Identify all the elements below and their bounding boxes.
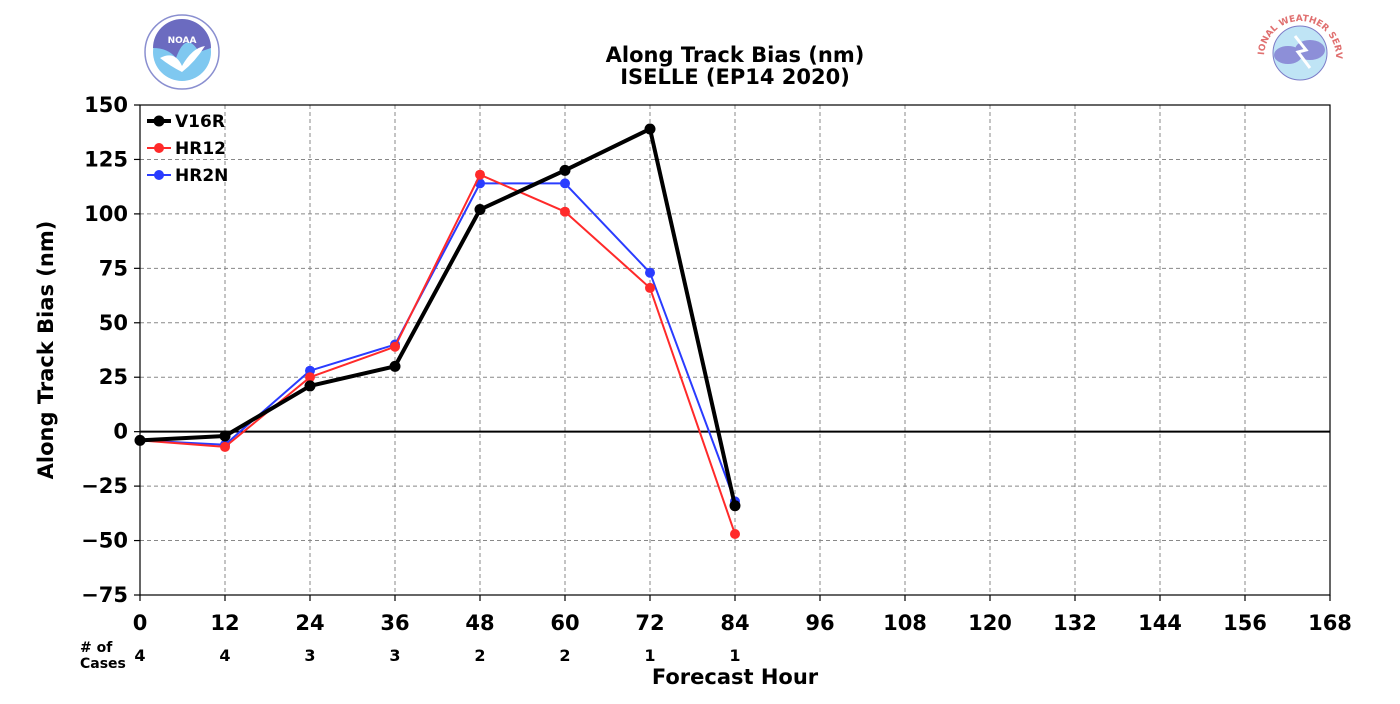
- y-tick-label: 25: [99, 365, 128, 389]
- series-point-hr2n: [645, 267, 655, 278]
- series-point-hr12: [390, 341, 400, 352]
- x-tick-label: 132: [1053, 611, 1097, 635]
- chart-subtitle: ISELLE (EP14 2020): [620, 65, 850, 89]
- series-point-hr12: [560, 206, 570, 217]
- cases-header-label: Cases: [80, 656, 126, 672]
- series-point-v16r: [219, 430, 231, 442]
- series-point-v16r: [559, 164, 571, 176]
- cases-header-label: # of: [80, 640, 113, 656]
- series-point-v16r: [644, 123, 656, 135]
- legend-label: HR12: [175, 139, 226, 159]
- x-tick-label: 156: [1223, 611, 1267, 635]
- series-hr2n: [135, 178, 740, 507]
- x-axis-label: Forecast Hour: [652, 665, 819, 689]
- cases-count: 4: [219, 646, 230, 665]
- y-tick-label: −75: [81, 583, 128, 607]
- x-tick-label: 168: [1308, 611, 1352, 635]
- grid-layer: [140, 105, 1330, 595]
- cases-count: 3: [389, 646, 400, 665]
- cases-count: 1: [729, 646, 740, 665]
- series-hr12: [135, 169, 740, 540]
- legend: V16R HR12 HR2N: [147, 112, 228, 186]
- y-tick-label: 125: [84, 147, 128, 171]
- series-point-v16r: [729, 500, 741, 512]
- y-axis-label: Along Track Bias (nm): [34, 221, 58, 480]
- y-tick-label: −50: [81, 529, 128, 553]
- cases-count: 2: [474, 646, 485, 665]
- x-tick-label: 84: [720, 611, 749, 635]
- x-tick-label: 12: [210, 611, 239, 635]
- series-point-hr12: [645, 282, 655, 293]
- x-tick-label: 144: [1138, 611, 1182, 635]
- legend-swatch-marker: [153, 115, 165, 127]
- legend-label: HR2N: [175, 166, 228, 186]
- series-point-hr12: [730, 529, 740, 540]
- series-point-v16r: [389, 360, 401, 372]
- x-tick-label: 24: [295, 611, 324, 635]
- legend-item-hr2n: HR2N: [147, 166, 228, 186]
- x-tick-label: 36: [380, 611, 409, 635]
- cases-count: 2: [559, 646, 570, 665]
- x-tick-layer: 0 12 24 36 48 60 72 84 96 108 120 132 144 156 168: [133, 595, 1352, 635]
- legend-label: V16R: [175, 112, 225, 132]
- series-line-hr2n: [139, 182, 736, 502]
- series-point-hr12: [305, 372, 315, 383]
- y-tick-label: −25: [81, 474, 128, 498]
- legend-item-v16r: V16R: [147, 112, 225, 132]
- series-v16r: [134, 123, 741, 512]
- series-line-hr12: [139, 173, 736, 535]
- x-tick-label: 72: [635, 611, 664, 635]
- y-tick-label: 50: [99, 311, 128, 335]
- cases-count: 1: [644, 646, 655, 665]
- series-point-v16r: [474, 204, 486, 216]
- y-tick-label: 75: [99, 256, 128, 280]
- x-tick-label: 60: [550, 611, 579, 635]
- cases-count: 4: [134, 646, 145, 665]
- y-tick-label: 100: [84, 202, 128, 226]
- cases-count: 3: [304, 646, 315, 665]
- x-tick-label: 96: [805, 611, 834, 635]
- noaa-logo-label: NOAA: [168, 36, 197, 46]
- series-point-hr2n: [560, 178, 570, 189]
- x-tick-label: 48: [465, 611, 494, 635]
- chart-title: Along Track Bias (nm): [606, 43, 865, 67]
- noaa-logo-icon: NOAA: [144, 14, 220, 90]
- legend-swatch-marker: [154, 143, 164, 153]
- y-tick-layer: −75 −50 −25 0 25 50 75 100 125 150: [81, 93, 140, 607]
- series-point-v16r: [304, 380, 316, 392]
- x-tick-label: 108: [883, 611, 927, 635]
- legend-swatch-marker: [154, 170, 164, 180]
- legend-item-hr12: HR12: [147, 139, 226, 159]
- series-line-v16r: [139, 126, 737, 507]
- y-tick-label: 0: [113, 420, 128, 444]
- series-point-hr12: [220, 441, 230, 452]
- series-layer: [134, 123, 741, 540]
- y-tick-label: 150: [84, 93, 128, 117]
- x-tick-label: 0: [133, 611, 148, 635]
- x-tick-label: 120: [968, 611, 1012, 635]
- series-point-hr12: [475, 169, 485, 180]
